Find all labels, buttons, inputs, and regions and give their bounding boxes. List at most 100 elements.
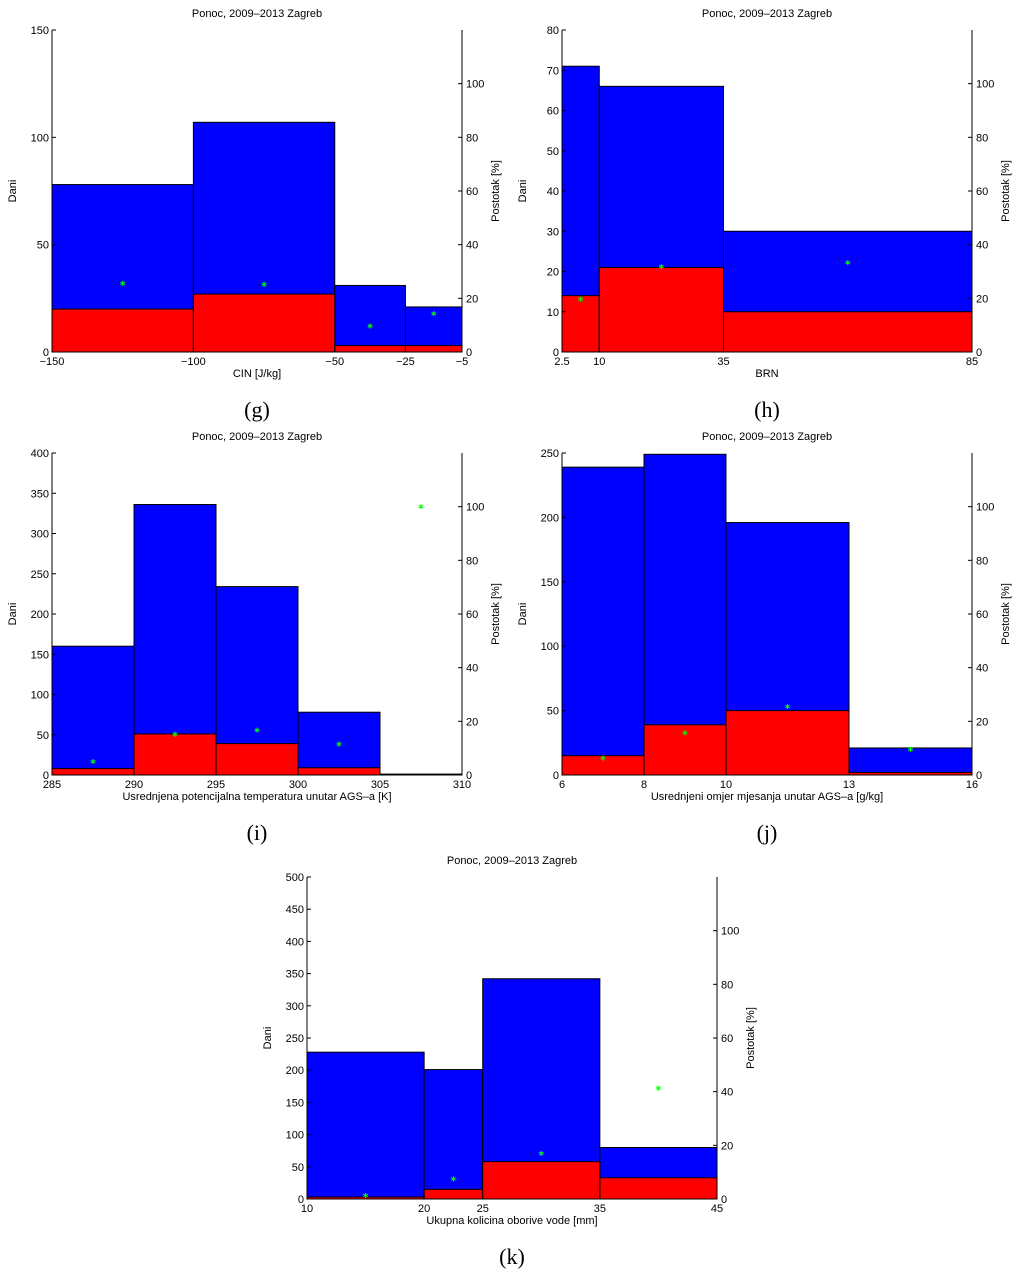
y-tick-label: 50 bbox=[37, 730, 49, 742]
bar bbox=[598, 266, 725, 353]
percent-marker bbox=[336, 741, 342, 747]
marker-stroke bbox=[363, 1193, 369, 1198]
x-tick-label: 45 bbox=[711, 1203, 723, 1215]
y-tick-label: 150 bbox=[31, 25, 49, 37]
y-tick-label: 200 bbox=[286, 1065, 304, 1077]
y2-tick-label: 80 bbox=[976, 555, 988, 567]
y-tick-label: 20 bbox=[547, 267, 559, 279]
y-tick-label: 0 bbox=[553, 770, 559, 782]
x-tick-label: 300 bbox=[289, 779, 307, 791]
marker-stroke bbox=[655, 1086, 661, 1090]
marker-stroke bbox=[538, 1151, 544, 1156]
bar bbox=[404, 345, 463, 353]
y2-tick-label: 80 bbox=[976, 132, 988, 144]
marker-stroke bbox=[658, 264, 664, 269]
y2-tick-label: 20 bbox=[976, 716, 988, 728]
bar bbox=[306, 1051, 425, 1200]
bar bbox=[297, 767, 381, 776]
percent-marker bbox=[450, 1176, 456, 1182]
y2-tick-label: 100 bbox=[721, 926, 739, 938]
chart-panel: 0 50 100 150 200 250 0 20 40 60 80 100 6 8 10 13 16 Ponoc… bbox=[517, 431, 1012, 845]
y-tick-label: 10 bbox=[547, 307, 559, 319]
y-tick-label: 350 bbox=[31, 488, 49, 500]
y2-tick-label: 20 bbox=[976, 293, 988, 305]
y2-tick-label: 20 bbox=[721, 1140, 733, 1152]
marker-stroke bbox=[261, 282, 267, 287]
marker-stroke bbox=[418, 504, 424, 509]
y-tick-label: 60 bbox=[547, 106, 559, 118]
marker-stroke bbox=[120, 281, 126, 286]
bar bbox=[725, 710, 850, 776]
bar bbox=[215, 743, 299, 776]
panel-caption: (i) bbox=[247, 820, 268, 845]
x-tick-label: 6 bbox=[559, 779, 565, 791]
percent-marker bbox=[90, 758, 96, 765]
x-tick-label: 305 bbox=[371, 779, 389, 791]
bar bbox=[482, 1161, 601, 1200]
percent-marker bbox=[907, 746, 914, 753]
x-tick-label: −50 bbox=[325, 356, 344, 368]
chart-panel: 0 50 100 150 200 250 300 350 400 450 500 0 20 40 60 80 1… bbox=[262, 855, 757, 1269]
y2-tick-label: 60 bbox=[721, 1033, 733, 1045]
x-axis-label: BRN bbox=[755, 368, 778, 380]
x-tick-label: 290 bbox=[125, 779, 143, 791]
y-tick-label: 30 bbox=[547, 226, 559, 238]
marker-stroke bbox=[254, 728, 260, 732]
chart-panel: 0 10 20 30 40 50 60 70 80 0 20 40 60 80 100 2.5 10 35 85 Po… bbox=[517, 8, 1012, 422]
percent-marker bbox=[538, 1150, 544, 1156]
marker-stroke bbox=[682, 731, 688, 735]
y-axis-label: Dani bbox=[7, 180, 19, 203]
chart-panel: 0 50 100 150 200 250 300 350 400 0 20 40 60 80 100 285 2… bbox=[7, 431, 502, 845]
y-tick-label: 0 bbox=[43, 770, 49, 782]
marker-stroke bbox=[431, 311, 437, 316]
y2-tick-label: 40 bbox=[466, 240, 478, 252]
x-tick-label: 35 bbox=[717, 356, 729, 368]
marker-stroke bbox=[578, 297, 584, 301]
x-tick-label: 285 bbox=[43, 779, 61, 791]
marker-stroke bbox=[600, 756, 606, 760]
y2-tick-label: 0 bbox=[976, 770, 982, 782]
percent-marker bbox=[658, 264, 664, 270]
y2-tick-label: 40 bbox=[466, 663, 478, 675]
y-tick-label: 250 bbox=[286, 1033, 304, 1045]
y-tick-label: 40 bbox=[547, 186, 559, 198]
chart-title: Ponoc, 2009–2013 Zagreb bbox=[702, 8, 832, 20]
marker-stroke bbox=[907, 747, 914, 752]
y-tick-label: 450 bbox=[286, 904, 304, 916]
y-tick-label: 100 bbox=[286, 1130, 304, 1142]
bar bbox=[192, 293, 336, 353]
x-axis-label: Usrednjeni omjer mjesanja unutar AGS–a [… bbox=[651, 791, 883, 803]
y-tick-label: 0 bbox=[553, 347, 559, 359]
bar bbox=[561, 466, 645, 776]
y2-axis-label: Postotak [%] bbox=[1000, 583, 1012, 645]
x-tick-label: 85 bbox=[966, 356, 978, 368]
chart-panel: 0 50 100 150 0 20 40 60 80 100 −150 −100 −50 −25 −5 Pon… bbox=[7, 8, 502, 422]
y-tick-label: 500 bbox=[286, 872, 304, 884]
x-tick-label: 35 bbox=[594, 1203, 606, 1215]
x-tick-label: −25 bbox=[396, 356, 415, 368]
y-tick-label: 0 bbox=[298, 1194, 304, 1206]
y-tick-label: 50 bbox=[547, 146, 559, 158]
y-tick-label: 0 bbox=[43, 347, 49, 359]
percent-marker bbox=[261, 281, 267, 287]
y-tick-label: 250 bbox=[31, 569, 49, 581]
y2-tick-label: 60 bbox=[466, 609, 478, 621]
y2-tick-label: 40 bbox=[721, 1087, 733, 1099]
bar bbox=[423, 1188, 484, 1200]
y-tick-label: 150 bbox=[541, 577, 559, 589]
y-tick-label: 100 bbox=[31, 690, 49, 702]
y2-tick-label: 20 bbox=[466, 716, 478, 728]
y2-tick-label: 0 bbox=[721, 1194, 727, 1206]
bar bbox=[334, 284, 406, 353]
marker-stroke bbox=[450, 1177, 456, 1181]
bar bbox=[51, 308, 194, 353]
y2-axis-label: Postotak [%] bbox=[745, 1007, 757, 1069]
percent-marker bbox=[845, 260, 851, 266]
x-tick-label: 2.5 bbox=[554, 356, 569, 368]
x-tick-label: 8 bbox=[641, 779, 647, 791]
x-tick-label: 295 bbox=[207, 779, 225, 791]
panel-caption: (j) bbox=[757, 820, 778, 845]
panel-caption: (h) bbox=[754, 397, 780, 422]
y-tick-label: 50 bbox=[37, 240, 49, 252]
